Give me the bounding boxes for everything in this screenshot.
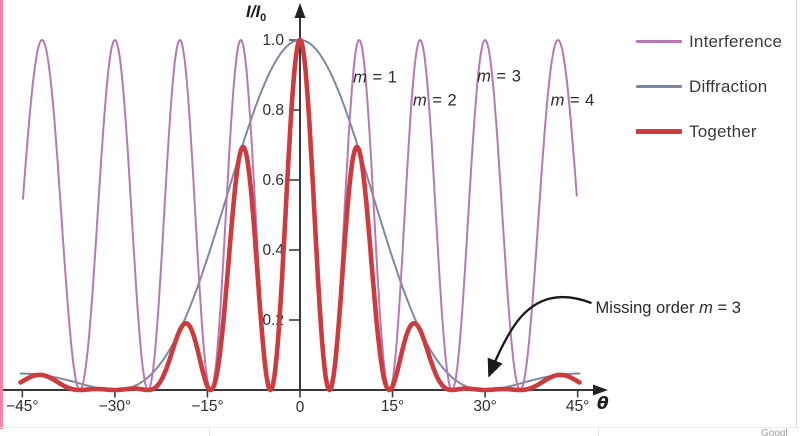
x-axis-label: θ — [597, 394, 609, 414]
x-tick-label: 45° — [566, 398, 589, 415]
x-tick-label: 15° — [381, 398, 404, 415]
x-tick-label: −30° — [99, 398, 132, 415]
missing-order-arrow — [487, 295, 592, 378]
page-cell-divider — [598, 428, 599, 436]
order-label: m = 3 — [477, 68, 521, 86]
page-right-border — [796, 0, 797, 428]
order-label: m = 1 — [353, 69, 397, 87]
y-axis-label-main: I/I — [246, 2, 261, 21]
missing-order-label: Missing order m = 3 — [596, 299, 741, 317]
x-axis-arrow-icon — [593, 384, 608, 396]
legend-label-together: Together — [689, 121, 757, 141]
page-left-pink-border — [0, 0, 3, 429]
page-cell-divider — [209, 428, 210, 436]
y-axis-arrow-icon — [294, 3, 306, 18]
order-label: m = 4 — [551, 91, 595, 109]
legend-item-diffraction: Diffraction — [636, 64, 782, 109]
watermark-text: Googl — [761, 428, 788, 436]
x-tick-label: −15° — [191, 398, 224, 415]
y-axis-label-sub: 0 — [260, 12, 267, 24]
legend-label-interference: Interference — [689, 31, 783, 51]
legend-item-together: Together — [636, 109, 782, 154]
order-label: m = 2 — [413, 91, 457, 109]
legend: Interference Diffraction Together — [636, 19, 782, 154]
legend-swatch-together-line-icon — [636, 129, 682, 134]
y-tick-label: 0.4 — [262, 242, 284, 259]
together-curve — [18, 37, 582, 393]
x-tick-label: 0 — [296, 399, 305, 416]
legend-swatch-interference-line-icon — [636, 40, 682, 43]
legend-item-interference: Interference — [636, 19, 782, 64]
legend-label-diffraction: Diffraction — [689, 76, 768, 96]
y-tick-label: 0.6 — [262, 172, 284, 189]
y-tick-label: 0.8 — [262, 102, 284, 119]
x-tick-label: −45° — [6, 398, 39, 415]
legend-swatch-diffraction-line-icon — [636, 85, 682, 88]
y-axis-label: I/I0 — [246, 2, 267, 24]
page-bottom-border — [0, 427, 800, 428]
y-tick-label: 1.0 — [262, 32, 284, 49]
x-tick-label: 30° — [473, 398, 496, 415]
